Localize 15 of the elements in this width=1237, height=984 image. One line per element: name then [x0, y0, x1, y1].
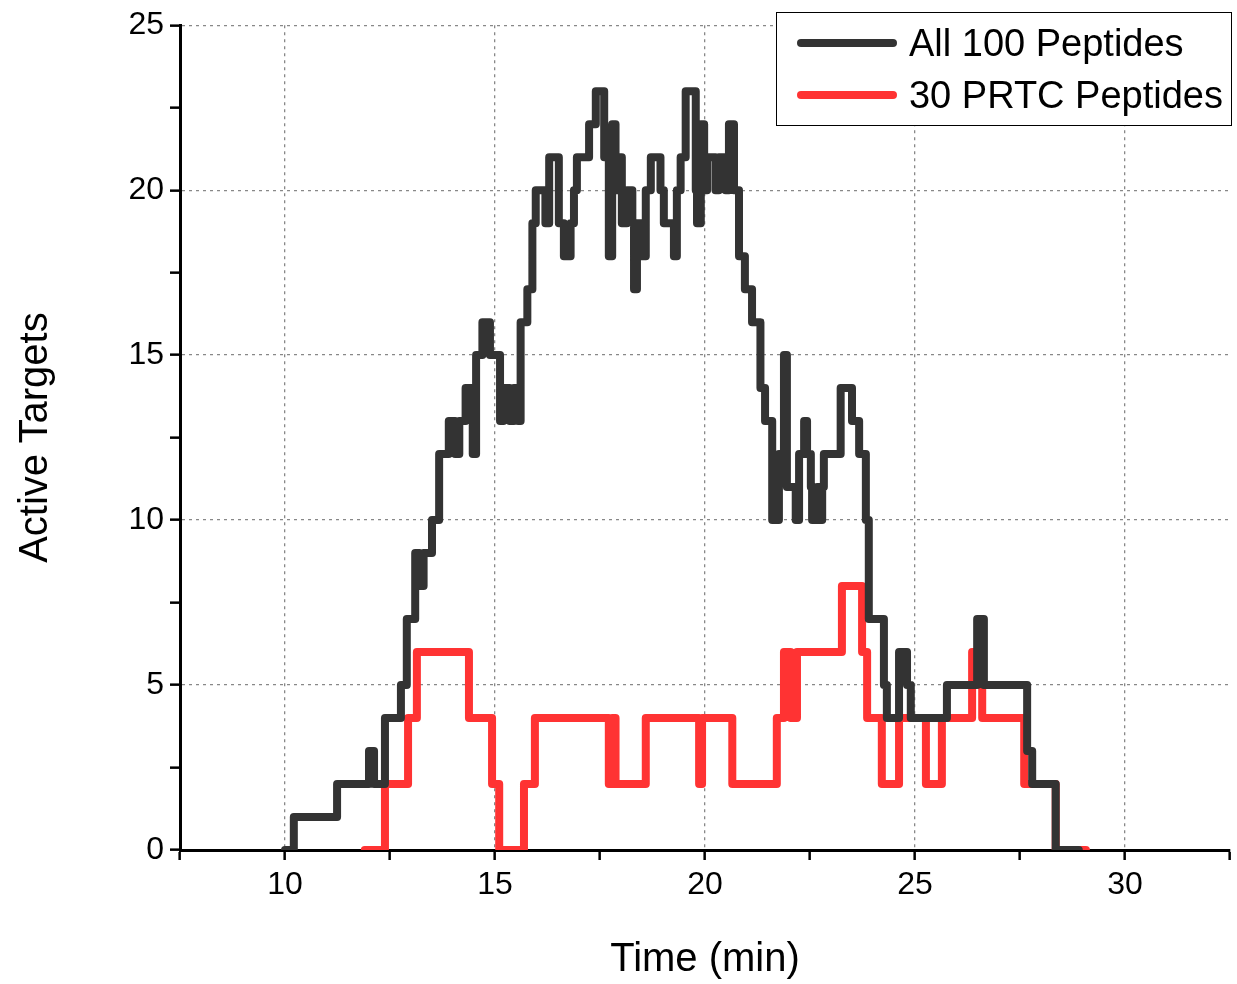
x-tick-label: 20 — [687, 865, 723, 902]
y-tick-label: 25 — [128, 5, 164, 42]
y-axis-title: Active Targets — [11, 312, 56, 563]
x-tick-label: 15 — [477, 865, 513, 902]
y-tick-label: 15 — [128, 334, 164, 371]
x-axis-title: Time (min) — [610, 935, 800, 980]
legend-label: All 100 Peptides — [908, 21, 1184, 66]
y-tick-label: 10 — [128, 499, 164, 536]
x-tick-label: 30 — [1107, 865, 1143, 902]
y-tick-label: 20 — [128, 169, 164, 206]
y-tick-label: 0 — [146, 829, 164, 866]
x-tick-label: 25 — [897, 865, 933, 902]
y-tick-label: 5 — [146, 664, 164, 701]
legend-label: 30 PRTC Peptides — [908, 73, 1223, 118]
x-tick-label: 10 — [267, 865, 303, 902]
